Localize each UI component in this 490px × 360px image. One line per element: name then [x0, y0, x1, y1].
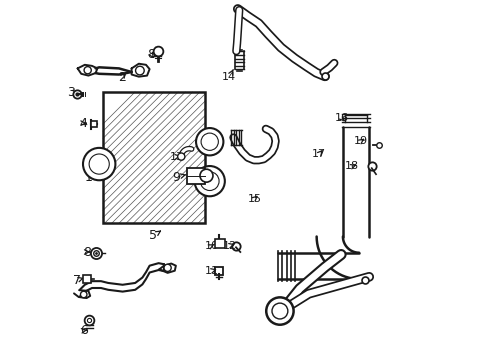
- Bar: [215, 239, 225, 248]
- Circle shape: [200, 169, 213, 182]
- Text: 12: 12: [223, 240, 237, 251]
- Circle shape: [136, 66, 144, 75]
- Text: 3: 3: [68, 86, 78, 99]
- Circle shape: [196, 128, 223, 156]
- Text: 2: 2: [118, 71, 126, 84]
- Circle shape: [201, 133, 219, 150]
- Circle shape: [89, 154, 109, 174]
- Text: 8: 8: [147, 48, 155, 61]
- Circle shape: [272, 303, 288, 319]
- Circle shape: [80, 291, 87, 298]
- Text: 17: 17: [312, 149, 326, 159]
- Text: 15: 15: [247, 194, 261, 204]
- Text: 11: 11: [205, 266, 219, 276]
- Text: 8: 8: [83, 246, 91, 258]
- Text: 1: 1: [85, 171, 99, 184]
- Text: 13: 13: [170, 152, 184, 162]
- Text: 19: 19: [354, 136, 368, 146]
- Bar: [103, 92, 205, 223]
- Text: 18: 18: [345, 161, 359, 171]
- Circle shape: [200, 172, 219, 190]
- Text: 14: 14: [222, 69, 236, 82]
- Text: 4: 4: [79, 117, 87, 130]
- Circle shape: [266, 297, 294, 325]
- Bar: [83, 275, 91, 283]
- Bar: [187, 168, 205, 184]
- Text: 9: 9: [172, 171, 186, 184]
- Circle shape: [164, 264, 171, 271]
- Text: 7: 7: [73, 274, 84, 287]
- Text: 5: 5: [149, 229, 160, 242]
- Circle shape: [178, 153, 185, 160]
- Text: 10: 10: [205, 240, 219, 251]
- Circle shape: [84, 67, 91, 74]
- Text: 6: 6: [80, 324, 88, 337]
- Circle shape: [195, 166, 225, 196]
- Text: 16: 16: [335, 113, 348, 123]
- Circle shape: [83, 148, 116, 180]
